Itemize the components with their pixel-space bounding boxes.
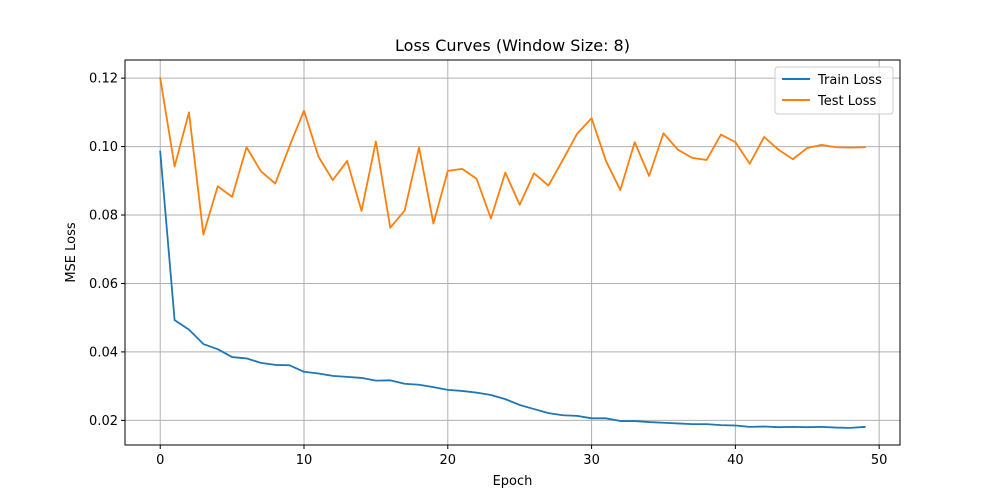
x-tick-label: 20: [440, 453, 457, 468]
x-tick-label: 50: [871, 453, 888, 468]
y-tick-label: 0.12: [89, 72, 118, 87]
legend-label-test-loss: Test Loss: [817, 94, 876, 109]
plot-lines: [159, 77, 866, 429]
y-tick-label: 0.08: [89, 209, 118, 224]
x-tick-label: 10: [296, 453, 313, 468]
x-tick-label: 40: [727, 453, 744, 468]
plot-frame: [124, 59, 901, 446]
y-tick-label: 0.06: [89, 277, 118, 292]
y-tick-label: 0.10: [89, 140, 118, 155]
y-tick-label: 0.02: [89, 414, 118, 429]
x-tick-label: 0: [156, 453, 164, 468]
y-tick-label: 0.04: [89, 345, 118, 360]
y-axis-label: MSE Loss: [64, 222, 79, 283]
legend-label-train-loss: Train Loss: [817, 73, 882, 88]
chart-title: Loss Curves (Window Size: 8): [395, 36, 630, 55]
x-axis-label: Epoch: [493, 474, 533, 489]
grid: [125, 60, 900, 445]
series-line-train-loss: [159, 150, 866, 429]
x-tick-label: 30: [583, 453, 600, 468]
series-line-test-loss: [159, 77, 866, 236]
legend: Train Loss Test Loss: [774, 66, 894, 115]
axis-ticks: 0 10 20 30 40 50 0.02 0.04 0.06 0.08 0.10 0.12: [89, 72, 887, 468]
